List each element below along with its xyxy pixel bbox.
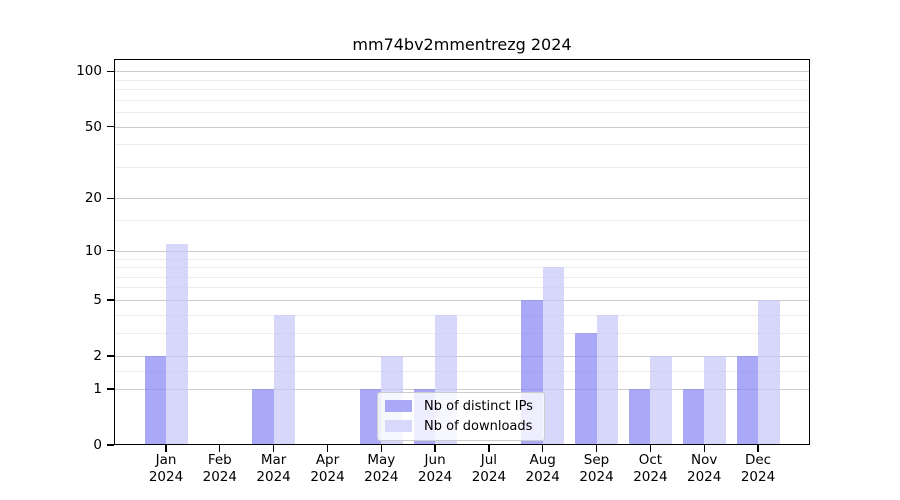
plot-area: 0 1 2 5 10 20 50 100 Jan 2024 Feb 2024 Mar 2024 Apr…: [76, 59, 810, 485]
bar-distinct-ips-mar: [252, 388, 274, 445]
y-tick-mark: [107, 70, 114, 72]
bar-distinct-ips-may: [359, 388, 382, 445]
bar-distinct-ips-oct: [628, 388, 651, 445]
bar-distinct-ips-jan: [144, 356, 166, 445]
y-gridline-minor: [114, 287, 810, 289]
y-gridline-major: [114, 356, 810, 357]
y-tick-label-0: 0: [93, 437, 102, 453]
y-gridline-minor: [114, 276, 810, 278]
legend-item-downloads: Nb of downloads: [385, 418, 535, 434]
y-gridline-minor: [114, 258, 810, 260]
y-gridline-minor: [114, 220, 810, 222]
bar-downloads-aug: [542, 267, 565, 445]
bar-downloads-oct: [650, 356, 672, 445]
x-tick-mark: [757, 445, 759, 452]
x-tick-label-oct: Oct 2024: [633, 452, 668, 485]
bar-distinct-ips-sep: [575, 332, 597, 445]
y-gridline-minor: [114, 112, 810, 113]
bar-downloads-nov: [704, 356, 726, 445]
x-tick-mark: [165, 445, 167, 452]
legend-swatch-distinct-ips: [385, 400, 412, 412]
x-tick-mark: [649, 445, 652, 452]
y-tick-mark: [107, 125, 114, 128]
x-tick-label-feb: Feb 2024: [202, 452, 237, 485]
y-gridline-major: [114, 71, 810, 73]
y-gridline-minor: [114, 267, 810, 268]
y-tick-label-5: 5: [93, 291, 102, 308]
y-gridline-major: [114, 126, 810, 128]
x-tick-label-apr: Apr 2024: [310, 452, 345, 485]
y-tick-label-20: 20: [84, 190, 102, 207]
x-tick-mark: [219, 445, 221, 452]
y-tick-mark: [107, 197, 114, 200]
y-tick-mark: [107, 388, 114, 390]
x-tick-mark: [380, 445, 382, 452]
y-tick-label-10: 10: [84, 242, 102, 259]
y-gridline-minor: [114, 370, 810, 372]
x-tick-label-jun: Jun 2024: [417, 452, 453, 485]
x-tick-mark: [434, 445, 436, 452]
x-tick-label-jul: Jul 2024: [471, 452, 507, 485]
legend-label-downloads: Nb of downloads: [424, 418, 533, 434]
y-gridline-minor: [114, 144, 810, 146]
y-tick-mark: [107, 250, 114, 252]
legend-label-distinct-ips: Nb of distinct IPs: [424, 398, 533, 414]
bar-downloads-dec: [758, 299, 780, 445]
x-tick-mark: [595, 445, 598, 452]
x-tick-mark: [703, 445, 705, 452]
chart-title: mm74bv2mmentrezg 2024: [352, 35, 572, 54]
x-tick-mark: [488, 445, 490, 452]
y-gridline-minor: [114, 89, 810, 90]
y-tick-mark: [107, 299, 114, 301]
y-gridline-major: [114, 299, 810, 301]
y-tick-label-1: 1: [93, 380, 102, 397]
bar-distinct-ips-dec: [736, 356, 758, 445]
legend-item-distinct-ips: Nb of distinct IPs: [385, 398, 535, 414]
x-tick-mark: [326, 445, 329, 452]
y-tick-mark: [107, 355, 114, 357]
x-tick-label-may: May 2024: [364, 452, 399, 485]
y-gridline-minor: [114, 332, 810, 334]
y-gridline-minor: [114, 166, 810, 168]
y-gridline-minor: [114, 99, 810, 101]
x-tick-label-nov: Nov 2024: [687, 452, 722, 485]
y-gridline-major: [114, 388, 810, 390]
bar-distinct-ips-nov: [682, 388, 705, 445]
x-tick-label-dec: Dec 2024: [740, 452, 776, 485]
x-tick-label-jan: Jan 2024: [148, 452, 184, 485]
x-tick-label-mar: Mar 2024: [256, 452, 291, 485]
bar-downloads-jan: [166, 243, 188, 445]
bar-downloads-mar: [273, 314, 296, 445]
legend-swatch-downloads: [385, 420, 412, 432]
y-tick-label-2: 2: [93, 348, 102, 364]
y-tick-label-50: 50: [84, 118, 102, 135]
legend: Nb of distinct IPs Nb of downloads: [377, 392, 545, 441]
y-gridline-minor: [114, 314, 810, 316]
x-tick-label-sep: Sep 2024: [579, 452, 614, 485]
x-tick-mark: [272, 445, 275, 452]
bar-downloads-sep: [596, 314, 618, 445]
x-tick-label-aug: Aug 2024: [525, 452, 560, 485]
y-gridline-minor: [114, 79, 810, 81]
y-tick-mark: [107, 444, 114, 446]
y-gridline-major: [114, 198, 810, 200]
y-gridline-major: [114, 250, 810, 252]
x-tick-mark: [542, 445, 544, 452]
y-tick-label-100: 100: [76, 63, 102, 80]
